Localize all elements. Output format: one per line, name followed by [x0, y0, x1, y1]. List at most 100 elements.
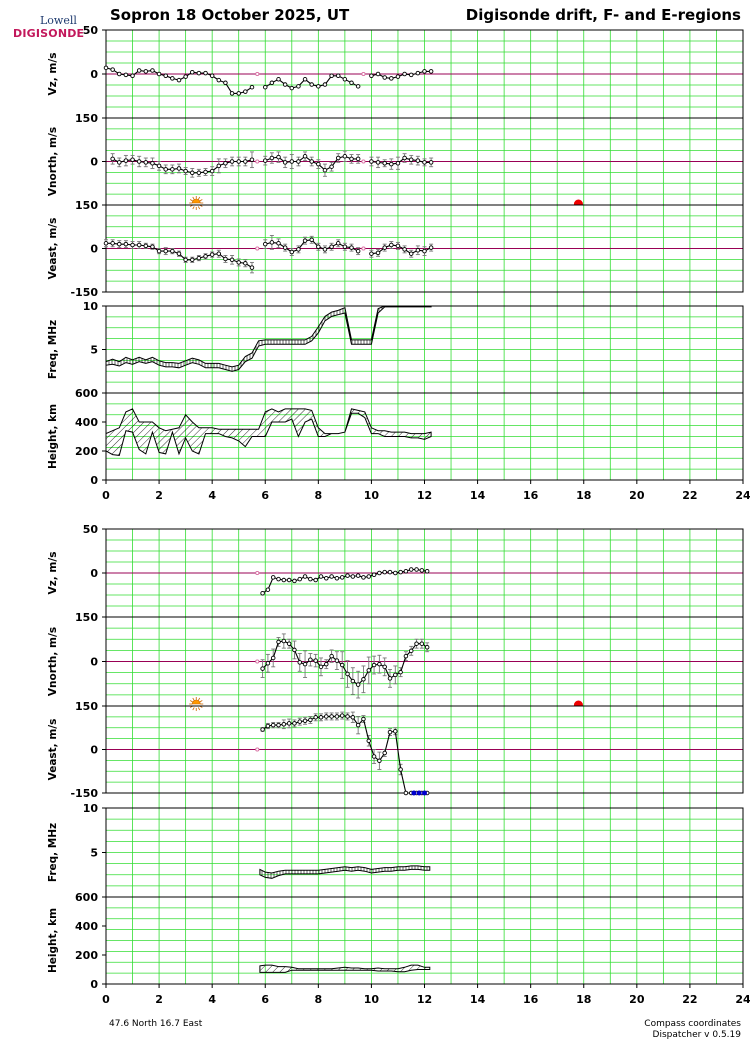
series-segment	[263, 73, 361, 91]
sunset-icon	[573, 199, 583, 205]
data-point	[369, 251, 374, 256]
chart-1	[102, 528, 744, 988]
pink-marker	[255, 747, 260, 752]
series-segment	[263, 234, 361, 256]
data-point	[375, 71, 381, 77]
y-tick-label: 0	[90, 744, 98, 757]
panel-vnorth	[102, 117, 744, 210]
data-point	[260, 727, 265, 732]
data-point	[371, 572, 377, 578]
data-point	[143, 243, 149, 249]
data-point	[243, 89, 248, 94]
data-point	[402, 247, 407, 252]
sun-ray	[192, 206, 195, 210]
panel-veast	[102, 705, 744, 796]
series-segment	[260, 633, 430, 699]
data-point	[243, 159, 248, 164]
series-segment	[369, 69, 434, 81]
x-tick-label: 12	[417, 993, 432, 1006]
data-point	[329, 164, 334, 169]
data-point	[276, 241, 281, 246]
y-axis-label: Veast, m/s	[47, 719, 59, 781]
data-point	[223, 160, 228, 166]
data-point	[382, 245, 387, 250]
data-point	[260, 590, 265, 596]
data-point	[316, 244, 321, 250]
data-point	[366, 668, 372, 673]
x-tick-label: 24	[735, 993, 750, 1006]
y-tick-label: 0	[90, 567, 98, 580]
data-point	[377, 661, 382, 667]
data-point	[316, 161, 321, 167]
y-tick-label: 150	[75, 611, 98, 624]
data-point	[419, 641, 425, 646]
data-point	[345, 714, 350, 719]
data-point	[136, 68, 142, 73]
data-point	[349, 156, 354, 162]
data-point	[308, 657, 313, 662]
data-point	[190, 69, 195, 75]
series-line	[112, 158, 253, 174]
data-point	[203, 70, 208, 76]
data-point	[216, 163, 222, 169]
series-segment	[263, 150, 361, 177]
data-point	[150, 160, 155, 166]
data-point	[282, 160, 288, 165]
x-tick-label: 12	[417, 489, 432, 502]
data-point	[110, 156, 115, 162]
data-point	[329, 244, 334, 250]
data-point	[377, 758, 382, 764]
data-point	[398, 767, 403, 772]
data-point	[395, 74, 401, 79]
data-point	[366, 574, 372, 579]
sun-ray	[189, 199, 193, 202]
data-point	[393, 570, 398, 576]
panel-vz	[102, 29, 744, 119]
x-tick-label: 16	[523, 489, 539, 502]
sun-ray	[189, 700, 193, 703]
logo-digisonde: DIGISONDE	[13, 27, 85, 40]
data-point	[334, 714, 340, 719]
data-point	[276, 722, 281, 728]
x-tick-label: 18	[576, 993, 591, 1006]
data-point	[318, 664, 324, 670]
data-point	[270, 575, 276, 580]
data-point	[183, 257, 188, 263]
data-point	[297, 576, 303, 582]
data-point	[322, 167, 328, 173]
data-point	[289, 249, 295, 255]
station-location: 47.6 North 16.7 East	[109, 1019, 203, 1029]
data-point	[393, 728, 398, 734]
data-point	[170, 76, 175, 81]
y-axis-label: Height, km	[47, 908, 59, 973]
pink-marker	[255, 570, 260, 576]
sunrise-icon	[189, 196, 204, 210]
data-point	[123, 241, 129, 247]
data-point	[203, 254, 208, 259]
data-point	[313, 658, 318, 663]
version-note: Dispatcher v 0.5.19	[652, 1030, 741, 1040]
data-point	[302, 574, 308, 579]
data-point	[282, 82, 288, 87]
series-line	[371, 244, 432, 255]
data-point	[389, 161, 394, 167]
data-point	[329, 73, 334, 79]
y-tick-label: 0	[90, 656, 98, 669]
y-tick-label: 150	[75, 700, 98, 713]
data-point	[408, 251, 414, 256]
data-point	[345, 573, 350, 578]
data-point	[334, 576, 340, 581]
y-tick-label: 600	[75, 891, 98, 904]
series-segment	[260, 711, 430, 796]
data-point	[281, 577, 287, 583]
data-point	[150, 244, 155, 250]
page-title-right: Digisonde drift, F- and E-regions	[465, 6, 741, 24]
data-point	[395, 160, 401, 166]
data-point	[382, 75, 387, 80]
x-tick-label: 0	[102, 489, 110, 502]
logo-lowell: Lowell	[40, 14, 77, 27]
data-point	[176, 166, 182, 171]
data-point	[170, 167, 175, 172]
y-tick-label: 0	[90, 978, 98, 991]
y-axis-label: Freq, MHz	[47, 823, 59, 882]
